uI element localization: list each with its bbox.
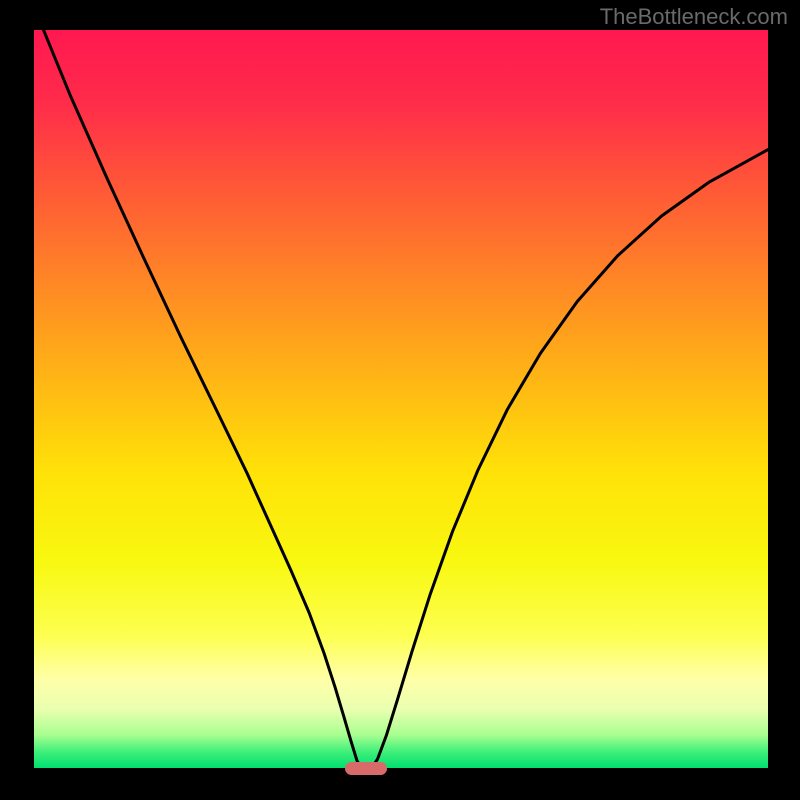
chart-frame: TheBottleneck.com: [0, 0, 800, 800]
plot-area: [34, 30, 768, 768]
bottleneck-curve: [34, 30, 768, 768]
optimal-marker: [345, 762, 387, 775]
watermark-text: TheBottleneck.com: [600, 4, 788, 30]
